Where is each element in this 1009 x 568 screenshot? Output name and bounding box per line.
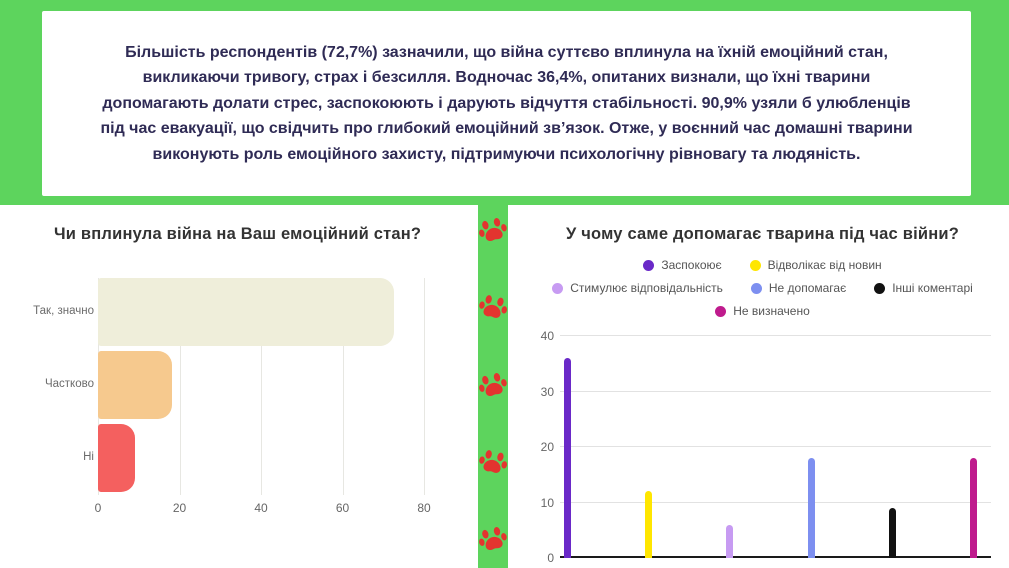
legend-row: Не визначено [715, 304, 810, 318]
legend-item: Не допомагає [750, 281, 847, 295]
legend-item: Заспокоює [643, 258, 722, 272]
legend-item: Відволікає від новин [749, 258, 882, 272]
vbar-1 [645, 491, 653, 558]
legend-label: Заспокоює [661, 258, 722, 272]
legend-label: Відволікає від новин [767, 258, 882, 272]
gridline [424, 278, 425, 495]
paw-icon [474, 366, 513, 405]
vbar-0 [564, 358, 571, 558]
y-tick-label: 20 [540, 440, 554, 454]
category-label: Ні [83, 451, 94, 464]
emotional-impact-chart: Чи вплинула війна на Ваш емоційний стан?… [0, 205, 478, 568]
x-tick-label: 60 [335, 501, 350, 515]
category-label: Так, значно [33, 305, 94, 318]
right-chart-legend: Заспокоює Відволікає від новин Стимулює ві… [524, 258, 1001, 318]
legend-item: Інші коментарі [874, 281, 973, 295]
top-banner: Більшість респондентів (72,7%) зазначили… [0, 0, 1009, 205]
x-tick-label: 40 [254, 501, 268, 515]
bar-track [98, 278, 424, 346]
green-divider [478, 205, 508, 568]
legend-item: Не визначено [715, 304, 810, 318]
left-chart-title: Чи вплинула війна на Ваш емоційний стан? [54, 225, 422, 243]
gridline [560, 335, 991, 336]
hbar-0 [98, 278, 395, 346]
bar-track [98, 351, 424, 419]
legend-dot-icon [874, 282, 886, 294]
gridline [560, 390, 991, 392]
charts-row: Чи вплинула війна на Ваш емоційний стан?… [0, 205, 1009, 568]
summary-box: Більшість респондентів (72,7%) зазначили… [42, 11, 971, 196]
vbar-3 [807, 458, 815, 558]
legend-row: Стимулює відповідальність Не допомагає Інш… [552, 281, 973, 295]
left-chart-bars: Так, значно Частково Ні [30, 278, 424, 492]
x-tick-label: 20 [172, 501, 187, 515]
x-tick-label: 80 [417, 501, 431, 515]
vbar-2 [726, 524, 734, 558]
legend-label: Не визначено [733, 304, 810, 318]
right-chart-bars [560, 336, 991, 558]
vbar-5 [969, 458, 977, 558]
legend-row: Заспокоює Відволікає від новин [643, 258, 882, 272]
y-tick-label: 30 [540, 384, 554, 399]
legend-dot-icon [750, 282, 762, 294]
bar-track [98, 424, 424, 492]
gridline [261, 278, 262, 495]
left-chart-plot: Так, значно Частково Ні 0 20 40 60 80 [30, 278, 466, 521]
legend-dot-icon [715, 305, 727, 317]
paw-icon [474, 212, 513, 251]
right-chart-title: У чому саме допомагає тварина під час ві… [566, 225, 959, 243]
paw-icon [474, 444, 512, 482]
paw-icon [474, 521, 513, 560]
summary-text: Більшість респондентів (72,7%) зазначили… [100, 43, 913, 163]
y-tick-label: 10 [540, 495, 554, 510]
y-tick-label: 40 [540, 329, 554, 343]
x-tick-label: 0 [94, 501, 102, 515]
gridline [560, 446, 991, 447]
hbar-1 [98, 351, 173, 419]
legend-label: Не допомагає [768, 281, 847, 295]
paw-icon [474, 289, 512, 327]
legend-dot-icon [552, 282, 564, 294]
gridline [342, 278, 344, 495]
hbar-row: Ні [30, 424, 424, 492]
gridline [179, 278, 181, 495]
category-label: Частково [44, 378, 94, 391]
pet-help-chart: У чому саме допомагає тварина під час ві… [508, 205, 1009, 568]
legend-label: Інші коментарі [892, 281, 973, 295]
hbar-row: Частково [30, 351, 424, 419]
legend-label: Стимулює відповідальність [570, 281, 723, 295]
hbar-2 [98, 424, 136, 492]
left-chart-x-axis: 0 20 40 60 80 [94, 497, 431, 521]
legend-dot-icon [749, 259, 761, 271]
right-chart-plot: 0 10 20 30 40 [541, 329, 991, 565]
legend-dot-icon [643, 259, 655, 271]
vbar-4 [888, 508, 896, 558]
y-tick-label: 0 [547, 551, 554, 565]
gridline [560, 501, 991, 503]
legend-item: Стимулює відповідальність [552, 281, 723, 295]
gridline [560, 556, 991, 558]
hbar-row: Так, значно [30, 278, 424, 346]
